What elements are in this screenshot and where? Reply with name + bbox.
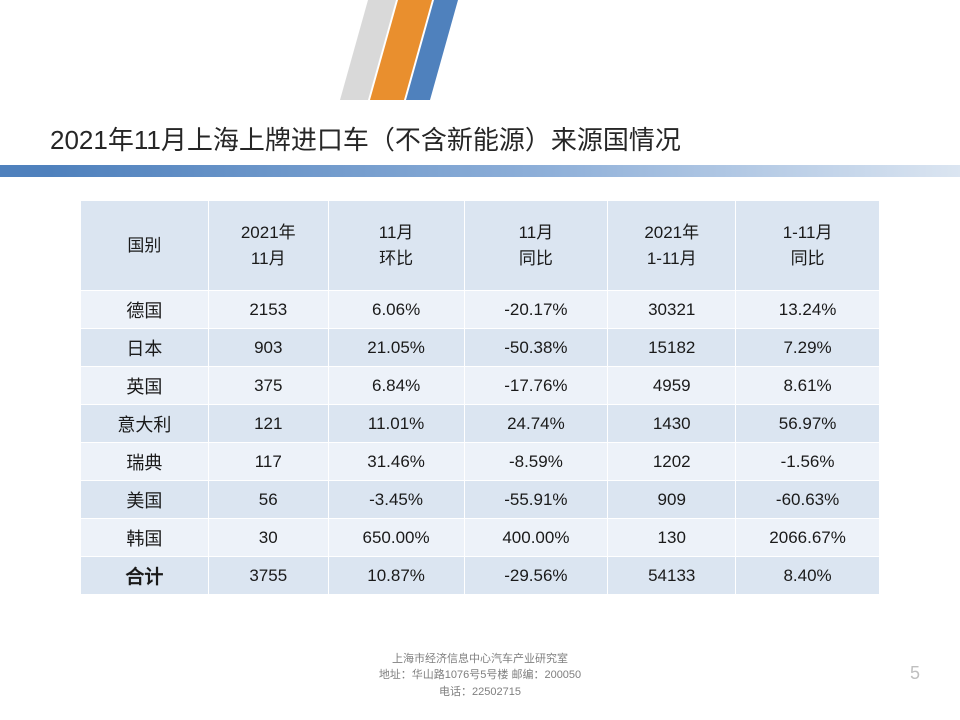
data-cell: 54133 xyxy=(608,557,736,595)
table-row: 美国56-3.45%-55.91%909-60.63% xyxy=(81,481,880,519)
data-cell: 6.06% xyxy=(328,291,464,329)
data-cell: 7.29% xyxy=(736,329,880,367)
data-cell: 130 xyxy=(608,519,736,557)
table-row: 意大利12111.01%24.74%143056.97% xyxy=(81,405,880,443)
data-cell: 30321 xyxy=(608,291,736,329)
page-title: 2021年11月上海上牌进口车（不含新能源）来源国情况 xyxy=(50,120,960,165)
data-cell: 1202 xyxy=(608,443,736,481)
data-cell: 2066.67% xyxy=(736,519,880,557)
data-cell: -55.91% xyxy=(464,481,608,519)
table-row: 日本90321.05%-50.38%151827.29% xyxy=(81,329,880,367)
data-cell: -50.38% xyxy=(464,329,608,367)
table-header-cell: 11月同比 xyxy=(464,201,608,291)
footer: 上海市经济信息中心汽车产业研究室 地址：华山路1076号5号楼 邮编：20005… xyxy=(0,651,960,701)
table-header-cell: 2021年11月 xyxy=(208,201,328,291)
table-header-cell: 1-11月同比 xyxy=(736,201,880,291)
data-cell: 650.00% xyxy=(328,519,464,557)
country-cell: 德国 xyxy=(81,291,209,329)
table-header-cell: 11月环比 xyxy=(328,201,464,291)
data-cell: 30 xyxy=(208,519,328,557)
data-cell: 400.00% xyxy=(464,519,608,557)
footer-org: 上海市经济信息中心汽车产业研究室 xyxy=(0,651,960,668)
data-cell: 375 xyxy=(208,367,328,405)
country-cell: 英国 xyxy=(81,367,209,405)
title-underline xyxy=(50,165,960,177)
country-cell: 意大利 xyxy=(81,405,209,443)
table-header-cell: 国别 xyxy=(81,201,209,291)
data-cell: -20.17% xyxy=(464,291,608,329)
country-cell: 美国 xyxy=(81,481,209,519)
title-block: 2021年11月上海上牌进口车（不含新能源）来源国情况 xyxy=(50,120,960,177)
table-header-cell: 2021年1-11月 xyxy=(608,201,736,291)
data-cell: -29.56% xyxy=(464,557,608,595)
header-decor-icon xyxy=(340,0,460,100)
data-cell: 56 xyxy=(208,481,328,519)
country-cell: 日本 xyxy=(81,329,209,367)
table-row: 韩国30650.00%400.00%1302066.67% xyxy=(81,519,880,557)
data-cell: -3.45% xyxy=(328,481,464,519)
country-cell: 瑞典 xyxy=(81,443,209,481)
data-cell: 4959 xyxy=(608,367,736,405)
table-row: 瑞典11731.46%-8.59%1202-1.56% xyxy=(81,443,880,481)
data-cell: -17.76% xyxy=(464,367,608,405)
data-cell: 117 xyxy=(208,443,328,481)
data-cell: 2153 xyxy=(208,291,328,329)
data-cell: 13.24% xyxy=(736,291,880,329)
table-row: 合计375510.87%-29.56%541338.40% xyxy=(81,557,880,595)
data-cell: 6.84% xyxy=(328,367,464,405)
data-cell: 909 xyxy=(608,481,736,519)
data-cell: 121 xyxy=(208,405,328,443)
data-cell: 1430 xyxy=(608,405,736,443)
data-cell: 24.74% xyxy=(464,405,608,443)
data-cell: 3755 xyxy=(208,557,328,595)
data-cell: 31.46% xyxy=(328,443,464,481)
country-cell: 韩国 xyxy=(81,519,209,557)
data-cell: -8.59% xyxy=(464,443,608,481)
footer-address: 地址：华山路1076号5号楼 邮编：200050 xyxy=(0,667,960,684)
table-row: 德国21536.06%-20.17%3032113.24% xyxy=(81,291,880,329)
table-body: 德国21536.06%-20.17%3032113.24%日本90321.05%… xyxy=(81,291,880,595)
table-row: 英国3756.84%-17.76%49598.61% xyxy=(81,367,880,405)
data-cell: 56.97% xyxy=(736,405,880,443)
data-cell: 21.05% xyxy=(328,329,464,367)
data-cell: 11.01% xyxy=(328,405,464,443)
table-header-row: 国别2021年11月11月环比11月同比2021年1-11月1-11月同比 xyxy=(81,201,880,291)
table-head: 国别2021年11月11月环比11月同比2021年1-11月1-11月同比 xyxy=(81,201,880,291)
data-cell: 15182 xyxy=(608,329,736,367)
data-cell: 8.40% xyxy=(736,557,880,595)
data-table: 国别2021年11月11月环比11月同比2021年1-11月1-11月同比 德国… xyxy=(80,200,880,595)
data-cell: -60.63% xyxy=(736,481,880,519)
footer-phone: 电话：22502715 xyxy=(0,684,960,701)
data-cell: 903 xyxy=(208,329,328,367)
page-number: 5 xyxy=(910,663,920,684)
data-table-wrap: 国别2021年11月11月环比11月同比2021年1-11月1-11月同比 德国… xyxy=(80,200,880,595)
data-cell: -1.56% xyxy=(736,443,880,481)
data-cell: 8.61% xyxy=(736,367,880,405)
data-cell: 10.87% xyxy=(328,557,464,595)
country-cell: 合计 xyxy=(81,557,209,595)
